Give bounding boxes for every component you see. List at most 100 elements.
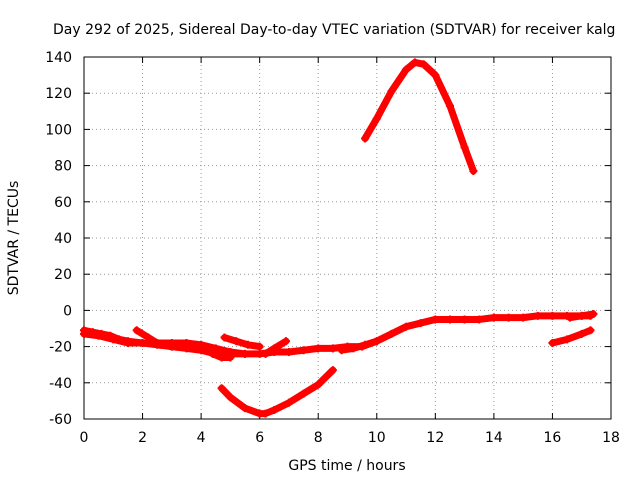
data-point	[115, 335, 124, 344]
y-tick-label: -60	[49, 412, 72, 428]
data-point	[548, 311, 557, 320]
data-point	[314, 344, 323, 353]
y-tick-label: -20	[49, 340, 72, 356]
data-point	[533, 311, 542, 320]
data-point	[144, 333, 153, 342]
data-point	[197, 340, 206, 349]
x-tick-label: 6	[255, 430, 264, 446]
series-peak	[361, 58, 478, 176]
series-line	[361, 58, 477, 175]
plot-frame	[83, 56, 612, 420]
series-dip	[217, 366, 337, 418]
y-tick-label: 40	[54, 231, 72, 247]
data-point	[106, 331, 115, 340]
data-point	[284, 348, 293, 357]
data-point	[416, 319, 425, 328]
y-tick-label: 120	[45, 86, 72, 102]
data-point	[314, 380, 323, 389]
y-tick-label: 80	[54, 159, 72, 175]
y-axis: -60 -40 -20 0 20 40 60 80 100 120 140	[45, 50, 611, 428]
data-point	[88, 328, 97, 337]
x-tick-label: 4	[197, 430, 206, 446]
data-point	[566, 313, 575, 322]
y-tick-label: -40	[49, 376, 72, 392]
data-point	[504, 313, 513, 322]
data-point	[138, 338, 147, 347]
x-tick-label: 0	[80, 430, 89, 446]
data-point	[410, 58, 419, 67]
x-tick-label: 12	[426, 430, 444, 446]
data-point	[589, 310, 598, 319]
data-point	[97, 329, 106, 338]
data-point	[328, 366, 337, 375]
data-point	[419, 60, 428, 69]
series-line	[548, 326, 595, 347]
data-point	[387, 87, 396, 96]
data-point	[232, 337, 241, 346]
series-line	[338, 337, 381, 354]
data-point	[217, 353, 226, 362]
series-branch-9-10	[337, 337, 381, 355]
data-point	[282, 337, 291, 346]
data-point	[80, 326, 88, 335]
data-point	[402, 65, 411, 74]
chart-title: Day 292 of 2025, Sidereal Day-to-day VTE…	[53, 22, 615, 38]
grid	[84, 57, 611, 419]
data-point	[361, 340, 370, 349]
data-point	[431, 315, 440, 324]
data-point	[445, 315, 454, 324]
data-point	[220, 333, 229, 342]
data-point	[243, 340, 252, 349]
data-point	[431, 71, 440, 80]
data-point	[226, 393, 235, 402]
series-branch-6-7	[261, 337, 291, 358]
series-start-arc	[80, 326, 147, 347]
data-point	[284, 398, 293, 407]
data-point	[299, 346, 308, 355]
data-point	[270, 344, 279, 353]
data-point	[445, 101, 454, 110]
data-point	[519, 313, 528, 322]
data-point	[132, 326, 141, 335]
x-tick-label: 14	[485, 430, 503, 446]
x-tick-label: 8	[314, 430, 323, 446]
data-point	[372, 114, 381, 123]
data-point	[372, 337, 381, 346]
series-tail-17	[566, 310, 598, 322]
y-tick-label: 60	[54, 195, 72, 211]
y-tick-label: 100	[45, 122, 72, 138]
data-point	[182, 338, 191, 347]
series-tail-16-17	[548, 326, 595, 347]
x-tick-label: 16	[544, 430, 562, 446]
data-point	[328, 344, 337, 353]
data-point	[563, 335, 572, 344]
data-point	[226, 348, 235, 357]
x-tick-label: 10	[368, 430, 386, 446]
series-branch-5-6	[220, 333, 264, 351]
data-point	[241, 404, 250, 413]
x-tick-label: 18	[602, 430, 620, 446]
data-point	[460, 315, 469, 324]
data-point	[241, 349, 250, 358]
data-point	[255, 342, 264, 351]
data-point	[167, 338, 176, 347]
data-point	[586, 326, 595, 335]
data-point	[475, 315, 484, 324]
data-point	[270, 405, 279, 414]
y-tick-label: 140	[45, 50, 72, 66]
data-point	[489, 313, 498, 322]
series-main-track	[80, 311, 595, 358]
data-point	[299, 389, 308, 398]
x-tick-label: 2	[138, 430, 147, 446]
data-series	[80, 58, 598, 418]
data-point	[337, 346, 346, 355]
data-point	[123, 337, 132, 346]
x-axis: 0 2 4 6 8 10 12 14 16 18	[80, 57, 620, 446]
y-axis-label: SDTVAR / TECUs	[6, 181, 22, 296]
x-axis-label: GPS time / hours	[288, 458, 405, 474]
data-point	[387, 329, 396, 338]
data-point	[261, 349, 270, 358]
data-point	[361, 134, 370, 143]
series-line	[218, 366, 337, 418]
